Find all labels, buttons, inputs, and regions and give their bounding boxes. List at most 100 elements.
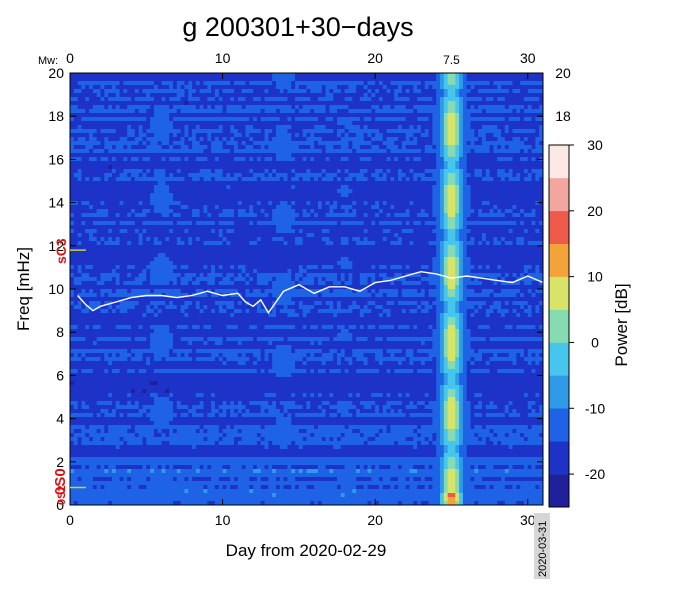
heatmap-cell	[443, 225, 449, 230]
heatmap-cell	[230, 213, 235, 218]
heatmap-cell	[153, 201, 159, 206]
heatmap-cell	[306, 109, 311, 114]
heatmap-cell	[436, 133, 441, 138]
heatmap-cell	[195, 161, 201, 166]
heatmap-cell	[440, 125, 445, 130]
heatmap-cell	[371, 77, 376, 82]
heatmap-cell	[165, 181, 170, 186]
heatmap-cell	[310, 209, 315, 214]
heatmap-cell	[356, 189, 361, 194]
heatmap-cell	[470, 117, 475, 122]
heatmap-cell	[234, 85, 239, 90]
heatmap-cell	[77, 173, 83, 178]
heatmap-cell	[478, 181, 483, 186]
heatmap-cell	[291, 141, 296, 146]
heatmap-cell	[104, 85, 109, 90]
heatmap-cell	[512, 105, 517, 110]
heatmap-cell	[302, 193, 308, 198]
heatmap-cell	[138, 133, 144, 138]
heatmap-cell	[504, 89, 510, 94]
heatmap-cell	[92, 197, 98, 202]
heatmap-cell	[356, 113, 361, 118]
heatmap-cell	[455, 89, 460, 94]
heatmap-cell	[405, 81, 411, 86]
heatmap-cell	[535, 225, 540, 230]
heatmap-cell	[85, 73, 90, 78]
heatmap-cell	[165, 145, 170, 150]
heatmap-cell	[108, 109, 113, 114]
heatmap-cell	[520, 209, 525, 214]
heatmap-cell	[516, 129, 521, 134]
heatmap-cell	[443, 189, 449, 194]
heatmap-cell	[447, 77, 453, 82]
heatmap-cell	[489, 157, 495, 162]
heatmap-cell	[180, 193, 186, 198]
heatmap-cell	[363, 229, 369, 234]
heatmap-cell	[481, 213, 487, 218]
heatmap-cell	[119, 201, 124, 206]
heatmap-cell	[287, 145, 292, 150]
heatmap-cell	[451, 173, 456, 178]
heatmap-cell	[253, 137, 258, 142]
heatmap-cell	[314, 217, 319, 222]
heatmap-cell	[123, 213, 128, 218]
heatmap-cell	[283, 121, 289, 126]
heatmap-cell	[359, 101, 365, 106]
heatmap-cell	[161, 157, 166, 162]
heatmap-cell	[386, 181, 392, 186]
heatmap-cell	[77, 125, 83, 130]
heatmap-cell	[363, 85, 369, 90]
heatmap-cell	[211, 93, 216, 98]
heatmap-cell	[138, 229, 144, 234]
heatmap-cell	[504, 81, 510, 86]
heatmap-cell	[85, 97, 90, 102]
heatmap-cell	[142, 149, 147, 154]
heatmap-cell	[85, 173, 90, 178]
heatmap-cell	[272, 209, 277, 214]
heatmap-cell	[298, 145, 304, 150]
heatmap-cell	[272, 185, 277, 190]
heatmap-cell	[413, 137, 418, 142]
heatmap-cell	[226, 209, 231, 214]
heatmap-cell	[535, 213, 540, 218]
heatmap-cell	[157, 129, 163, 134]
heatmap-cell	[474, 205, 479, 210]
heatmap-cell	[344, 157, 350, 162]
heatmap-cell	[317, 177, 323, 182]
heatmap-cell	[207, 109, 212, 114]
heatmap-cell	[371, 121, 376, 126]
heatmap-cell	[111, 97, 117, 102]
heatmap-cell	[298, 189, 304, 194]
heatmap-cell	[455, 101, 460, 106]
heatmap-cell	[424, 145, 430, 150]
heatmap-cell	[195, 173, 201, 178]
heatmap-cell	[520, 105, 525, 110]
heatmap-cell	[298, 229, 304, 234]
heatmap-cell	[73, 201, 79, 206]
heatmap-cell	[462, 205, 468, 210]
heatmap-cell	[481, 165, 487, 170]
heatmap-cell	[199, 165, 205, 170]
heatmap-cell	[367, 93, 372, 98]
heatmap-cell	[321, 77, 327, 82]
heatmap-cell	[443, 193, 449, 198]
heatmap-cell	[424, 89, 430, 94]
heatmap-cell	[340, 209, 346, 214]
heatmap-cell	[111, 157, 117, 162]
heatmap-cell	[523, 121, 529, 126]
heatmap-cell	[420, 137, 426, 142]
heatmap-cell	[89, 85, 94, 90]
heatmap-cell	[447, 201, 453, 206]
heatmap-cell	[85, 165, 90, 170]
heatmap-cell	[474, 81, 479, 86]
heatmap-cell	[352, 149, 357, 154]
heatmap-cell	[245, 153, 250, 158]
heatmap-cell	[253, 217, 258, 222]
heatmap-cell	[451, 181, 456, 186]
heatmap-cell	[70, 153, 75, 158]
heatmap-cell	[478, 141, 483, 146]
heatmap-cell	[504, 197, 510, 202]
heatmap-cell	[329, 149, 334, 154]
heatmap-cell	[203, 109, 208, 114]
heatmap-cell	[485, 109, 491, 114]
